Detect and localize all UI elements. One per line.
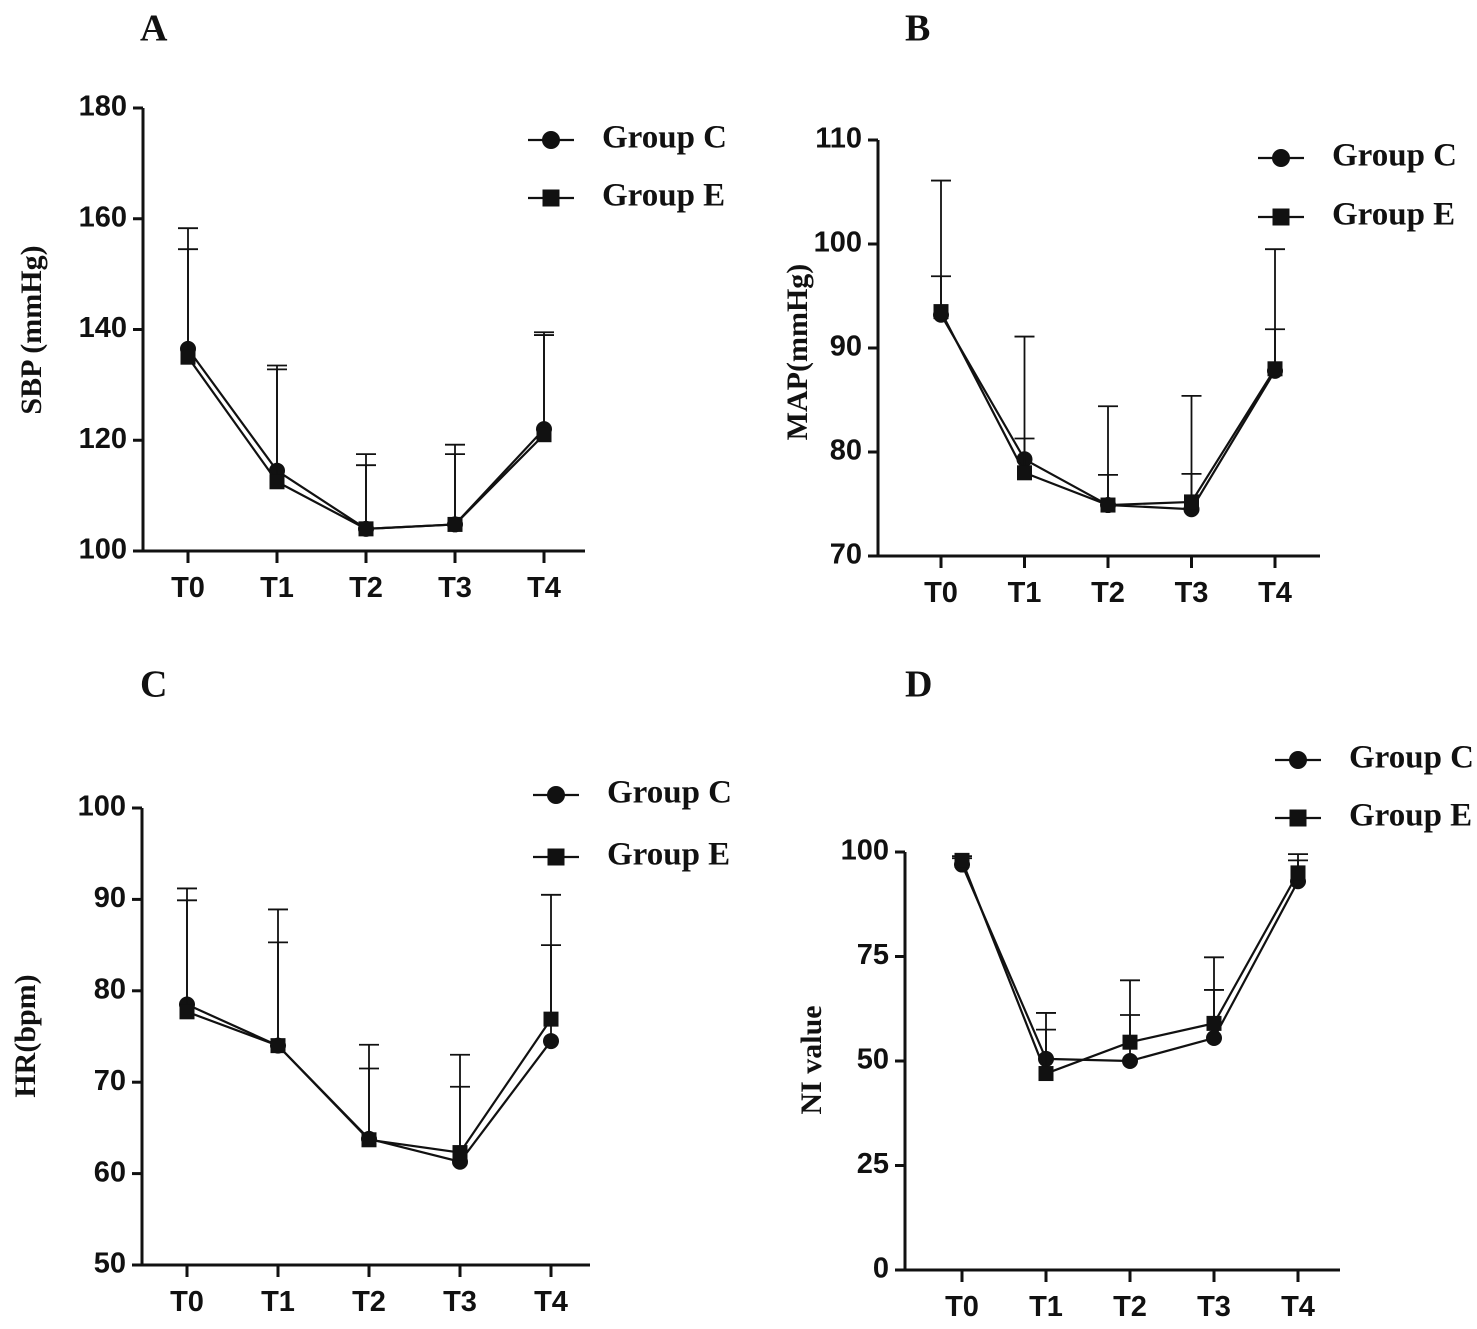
y-tick-label: 75: [857, 939, 889, 971]
x-tick-label: T1: [260, 572, 294, 604]
x-tick-label: T3: [1197, 1291, 1231, 1323]
data-point-group-e: [1206, 1015, 1222, 1031]
y-tick-label: 90: [830, 331, 862, 363]
y-tick-label: 60: [94, 1156, 126, 1188]
legend-marker-group-e: [547, 848, 565, 866]
panel-d: D 0 25 50 75 100 T0 T1 T2 T3 T4 NI value Group C Grou…: [795, 664, 1474, 1323]
y-tick-label: 25: [857, 1148, 889, 1180]
data-point-group-e: [536, 427, 552, 443]
x-tick-label: T0: [924, 577, 958, 609]
y-tick-label: 100: [841, 835, 889, 867]
y-tick-label: 50: [94, 1248, 126, 1280]
legend-marker-group-c: [1289, 751, 1307, 769]
legend-label-group-e: Group E: [607, 837, 730, 873]
y-tick-label: 70: [830, 539, 862, 571]
y-tick-label: 140: [79, 312, 127, 344]
legend-label-group-c: Group C: [1332, 138, 1457, 174]
data-point-group-c: [1206, 1030, 1222, 1047]
data-point-group-e: [1290, 865, 1306, 881]
legend-marker-group-e: [1272, 208, 1290, 226]
x-tick-label: T4: [534, 1286, 568, 1318]
x-tick-label: T2: [352, 1286, 386, 1318]
x-tick-label: T3: [438, 572, 472, 604]
x-tick-label: T2: [1091, 577, 1125, 609]
data-point-group-e: [1184, 494, 1199, 510]
data-point-group-e: [1100, 497, 1116, 513]
y-tick-label: 50: [857, 1044, 889, 1076]
legend-label-group-c: Group C: [607, 775, 732, 811]
x-tick-label: T1: [261, 1286, 295, 1318]
legend-label-group-c: Group C: [1349, 740, 1474, 776]
x-tick-label: T4: [527, 572, 561, 604]
panel-letter-c: C: [140, 664, 167, 706]
data-point-group-e: [180, 349, 196, 365]
y-tick-label: 70: [94, 1065, 126, 1097]
x-tick-label: T1: [1029, 1291, 1063, 1323]
panel-a: A 100 120 140 160 180 T0 T1 T2 T3 T4 SBP (mmHg) Grou…: [15, 8, 727, 604]
x-tick-label: T0: [171, 572, 205, 604]
data-point-group-e: [1017, 465, 1032, 481]
x-tick-label: T2: [1113, 1291, 1147, 1323]
data-point-group-e: [933, 304, 949, 320]
legend-marker-group-e: [1289, 809, 1307, 827]
panel-letter-d: D: [905, 664, 932, 706]
data-point-group-c: [543, 1033, 559, 1050]
y-axis-title: NI value: [795, 1005, 828, 1114]
data-point-group-e: [1038, 1066, 1054, 1082]
data-point-group-e: [543, 1011, 559, 1027]
panel-letter-a: A: [140, 8, 168, 50]
y-tick-label: 180: [79, 91, 127, 123]
y-tick-label: 80: [94, 973, 126, 1005]
legend-marker-group-e: [542, 189, 560, 207]
x-tick-label: T4: [1281, 1291, 1315, 1323]
legend-label-group-e: Group E: [1349, 798, 1472, 834]
x-tick-label: T4: [1258, 577, 1292, 609]
y-tick-label: 160: [79, 201, 127, 233]
y-axis-title: SBP (mmHg): [15, 245, 48, 414]
y-tick-label: 80: [830, 435, 862, 467]
x-tick-label: T3: [443, 1286, 477, 1318]
y-axis-title: HR(bpm): [9, 974, 42, 1097]
y-tick-label: 90: [94, 882, 126, 914]
y-tick-label: 100: [79, 534, 127, 566]
data-point-group-e: [361, 1132, 377, 1148]
data-point-group-e: [179, 1004, 195, 1020]
data-point-group-e: [358, 521, 374, 537]
legend-label-group-e: Group E: [602, 178, 725, 214]
legend-marker-group-c: [547, 786, 565, 804]
data-point-group-e: [447, 516, 463, 532]
panel-letter-b: B: [905, 8, 930, 50]
x-tick-label: T2: [349, 572, 383, 604]
x-tick-label: T1: [1008, 577, 1042, 609]
y-tick-label: 110: [815, 123, 862, 155]
y-tick-label: 100: [814, 227, 862, 259]
y-tick-label: 0: [873, 1253, 889, 1285]
panel-c: C 50 60 70 80 90 100 T0 T1 T2 T3 T4 HR(bpm) Group C Gr…: [9, 664, 732, 1318]
legend-marker-group-c: [1272, 149, 1290, 167]
y-axis-title: MAP(mmHg): [781, 264, 814, 441]
data-point-group-c: [1122, 1053, 1138, 1069]
legend-label-group-c: Group C: [602, 120, 727, 156]
y-tick-label: 100: [78, 791, 126, 823]
data-point-group-e: [452, 1145, 468, 1161]
data-point-group-e: [269, 474, 285, 490]
x-tick-label: T0: [170, 1286, 204, 1318]
legend-label-group-e: Group E: [1332, 197, 1455, 233]
x-tick-label: T3: [1175, 577, 1209, 609]
data-point-group-e: [1122, 1034, 1138, 1050]
legend-marker-group-c: [542, 131, 560, 149]
y-tick-label: 120: [79, 423, 127, 455]
data-point-group-e: [954, 852, 970, 868]
data-point-group-e: [1267, 361, 1283, 377]
data-point-group-e: [270, 1038, 286, 1054]
panel-b: B 70 80 90 100 110 T0 T1 T2 T3 T4 MAP(mmHg) Group C G…: [781, 8, 1457, 609]
x-tick-label: T0: [945, 1291, 979, 1323]
